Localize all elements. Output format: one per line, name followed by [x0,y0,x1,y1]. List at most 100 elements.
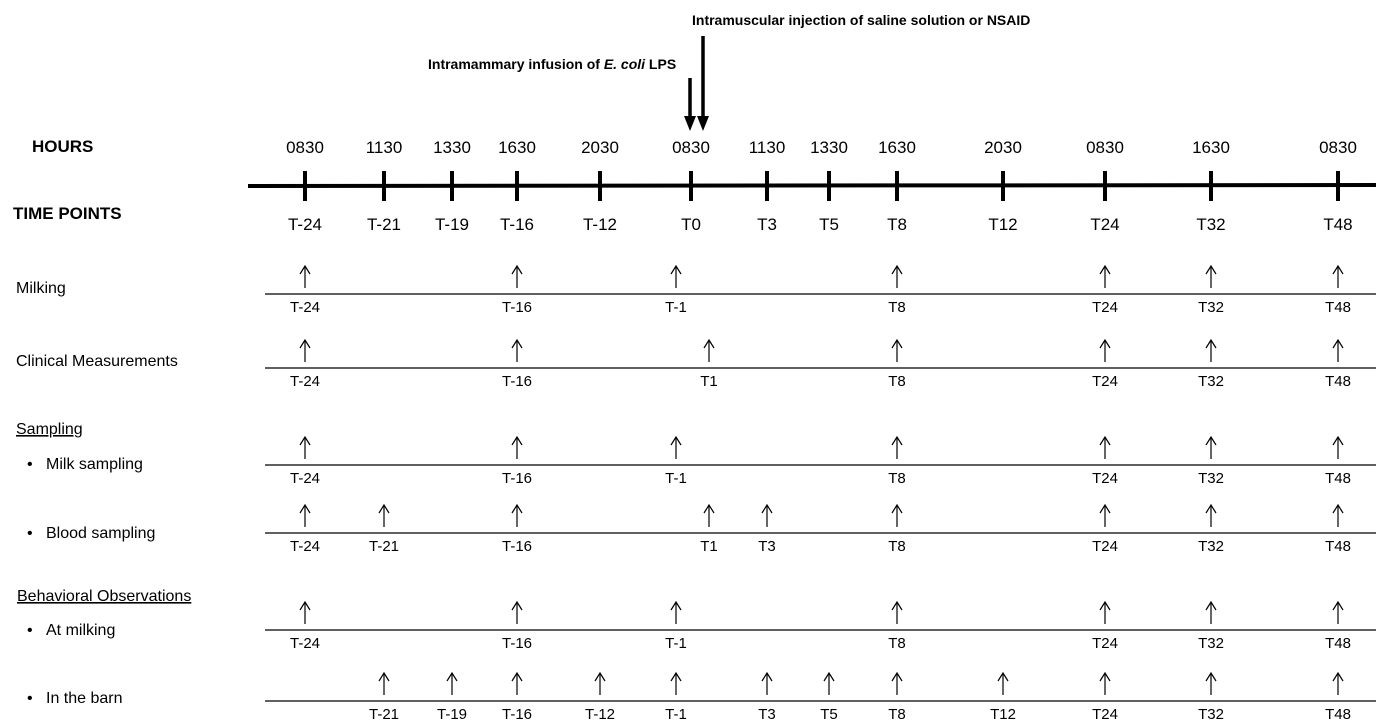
event-label: T5 [820,706,838,721]
event-label: T-24 [290,373,320,390]
event-row: • Blood sampling T-24 T-21 T-16 T1 T3 T8 T24 T32 T… [27,503,1376,555]
event-label: T8 [888,635,906,652]
event-label: T-24 [290,299,320,316]
event-label: T8 [888,299,906,316]
timepoint-label: T-19 [435,215,469,234]
event-label: T32 [1198,706,1224,721]
event-arrow-head [1099,600,1111,611]
event-arrow-head [761,503,773,514]
event-arrow-head [891,338,903,349]
timepoint-label: T-21 [367,215,401,234]
hour-label: 0830 [1086,138,1124,157]
event-arrow-head [670,435,682,446]
hour-label: 2030 [984,138,1022,157]
event-arrow-head [1332,503,1344,514]
timepoint-label: T48 [1323,215,1352,234]
event-label: T-12 [585,706,615,721]
injection-annotation: Intramuscular injection of saline soluti… [692,12,1030,28]
timeline-ticks: 0830 T-24 1130 T-21 1330 T-19 1630 T-16 2030 T-12… [286,138,1357,234]
hour-label: 0830 [672,138,710,157]
row-label: Milking [16,280,66,297]
event-arrow-head [511,503,523,514]
hour-label: 1330 [433,138,471,157]
annotation-arrows [684,36,709,131]
hour-label: 1330 [810,138,848,157]
event-arrow-head [1205,503,1217,514]
event-label: T-24 [290,470,320,487]
row-bullet: • [27,690,33,707]
infusion-annotation: Intramammary infusion of E. coli LPS [428,56,676,72]
hour-label: 0830 [286,138,324,157]
hour-label: 0830 [1319,138,1357,157]
event-arrow-head [511,435,523,446]
event-label: T-1 [665,470,687,487]
infusion-annotation-prefix: Intramammary infusion of [428,56,604,72]
event-label: T-1 [665,635,687,652]
event-arrow-head [1205,435,1217,446]
event-label: T48 [1325,538,1351,555]
row-bullet: • [27,525,33,542]
event-arrow-head [1205,264,1217,275]
event-label: T48 [1325,299,1351,316]
event-label: T32 [1198,635,1224,652]
hour-label: 2030 [581,138,619,157]
event-label: T24 [1092,706,1118,721]
event-arrow-head [1099,435,1111,446]
event-arrow-head [670,600,682,611]
row-bullet: • [27,456,33,473]
event-arrow-head [511,671,523,682]
event-arrow-head [299,435,311,446]
timepoint-label: T-24 [288,215,322,234]
event-arrow-head [378,503,390,514]
event-arrow-head [511,338,523,349]
main-timeline-axis [247,183,1376,188]
event-label: T-16 [502,706,532,721]
event-label: T-21 [369,538,399,555]
event-arrow-head [891,435,903,446]
event-label: T12 [990,706,1016,721]
event-arrow-head [891,264,903,275]
event-row: Milking T-24 T-16 T-1 T8 T24 T32 T48 [16,264,1376,316]
event-arrow-head [1205,338,1217,349]
row-label: In the barn [46,690,123,707]
event-label: T32 [1198,299,1224,316]
event-row: • At milking T-24 T-16 T-1 T8 T24 T32 T48 [27,600,1376,652]
event-row: • In the barn T-21 T-19 T-16 T-12 T-1 T3 T5 T8 T12… [27,671,1376,723]
section-header: Sampling [16,421,83,438]
event-label: T8 [888,538,906,555]
event-arrow-head [670,671,682,682]
timepoint-label: T0 [681,215,701,234]
event-arrow-head [1332,435,1344,446]
event-arrow-head [1332,671,1344,682]
row-label: Clinical Measurements [16,353,178,370]
event-label: T-1 [665,706,687,721]
event-arrow-head [891,503,903,514]
event-arrow-head [1332,264,1344,275]
event-label: T-24 [290,635,320,652]
event-arrow-head [823,671,835,682]
event-arrow-head [378,671,390,682]
event-arrow-head [1099,338,1111,349]
event-label: T48 [1325,373,1351,390]
infusion-annotation-italic: E. coli [604,56,646,72]
timepoint-label: T3 [757,215,777,234]
event-label: T-24 [290,538,320,555]
row-label: Milk sampling [46,456,143,473]
event-label: T24 [1092,635,1118,652]
hour-label: 1630 [498,138,536,157]
event-arrow-head [703,503,715,514]
timepoint-label: T-12 [583,215,617,234]
event-arrow-head [761,671,773,682]
event-label: T48 [1325,470,1351,487]
event-label: T48 [1325,635,1351,652]
timepoint-label: T-16 [500,215,534,234]
event-arrow-head [511,600,523,611]
event-label: T1 [700,538,718,555]
hour-label: 1130 [366,138,403,157]
event-arrow-head [891,600,903,611]
event-label: T-19 [437,706,467,721]
timepoint-label: T8 [887,215,907,234]
event-arrow-head [1099,503,1111,514]
timepoint-label: T32 [1196,215,1225,234]
